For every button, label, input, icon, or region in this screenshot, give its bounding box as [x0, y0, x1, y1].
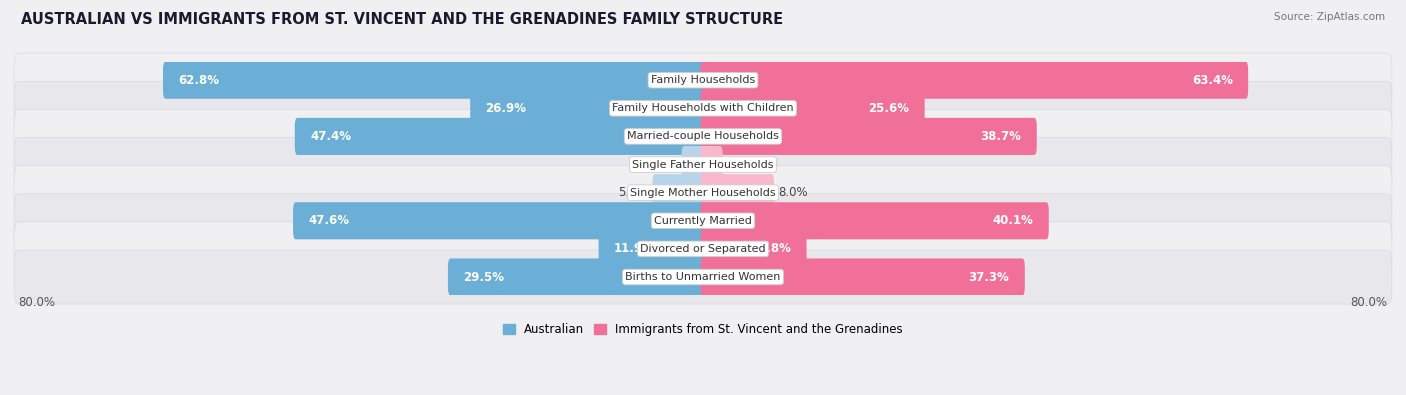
FancyBboxPatch shape [14, 250, 1392, 304]
FancyBboxPatch shape [295, 118, 706, 155]
Text: Single Mother Households: Single Mother Households [630, 188, 776, 198]
Text: 5.6%: 5.6% [619, 186, 648, 199]
Text: 62.8%: 62.8% [179, 74, 219, 87]
FancyBboxPatch shape [14, 166, 1392, 220]
Text: Married-couple Households: Married-couple Households [627, 132, 779, 141]
Text: AUSTRALIAN VS IMMIGRANTS FROM ST. VINCENT AND THE GRENADINES FAMILY STRUCTURE: AUSTRALIAN VS IMMIGRANTS FROM ST. VINCEN… [21, 12, 783, 27]
FancyBboxPatch shape [163, 62, 706, 99]
Text: 11.9%: 11.9% [614, 243, 655, 256]
FancyBboxPatch shape [292, 202, 706, 239]
FancyBboxPatch shape [14, 137, 1392, 192]
Text: Divorced or Separated: Divorced or Separated [640, 244, 766, 254]
Text: 47.4%: 47.4% [311, 130, 352, 143]
Text: 63.4%: 63.4% [1192, 74, 1233, 87]
FancyBboxPatch shape [14, 81, 1392, 135]
Text: Source: ZipAtlas.com: Source: ZipAtlas.com [1274, 12, 1385, 22]
FancyBboxPatch shape [682, 146, 706, 183]
Text: Family Households with Children: Family Households with Children [612, 103, 794, 113]
Text: 29.5%: 29.5% [464, 271, 505, 284]
Text: 2.0%: 2.0% [727, 158, 756, 171]
FancyBboxPatch shape [700, 90, 925, 127]
Text: Births to Unmarried Women: Births to Unmarried Women [626, 272, 780, 282]
FancyBboxPatch shape [700, 174, 775, 211]
FancyBboxPatch shape [449, 258, 706, 295]
Text: 40.1%: 40.1% [993, 214, 1033, 227]
FancyBboxPatch shape [700, 62, 1249, 99]
Text: Family Households: Family Households [651, 75, 755, 85]
FancyBboxPatch shape [700, 258, 1025, 295]
Text: 80.0%: 80.0% [1351, 296, 1388, 309]
FancyBboxPatch shape [470, 90, 706, 127]
Legend: Australian, Immigrants from St. Vincent and the Grenadines: Australian, Immigrants from St. Vincent … [499, 318, 907, 341]
Text: 8.0%: 8.0% [779, 186, 808, 199]
Text: 11.8%: 11.8% [751, 243, 792, 256]
Text: 2.2%: 2.2% [647, 158, 678, 171]
FancyBboxPatch shape [700, 202, 1049, 239]
Text: 80.0%: 80.0% [18, 296, 55, 309]
Text: Currently Married: Currently Married [654, 216, 752, 226]
FancyBboxPatch shape [14, 194, 1392, 248]
FancyBboxPatch shape [652, 174, 706, 211]
FancyBboxPatch shape [599, 230, 706, 267]
Text: 25.6%: 25.6% [869, 102, 910, 115]
FancyBboxPatch shape [14, 53, 1392, 107]
FancyBboxPatch shape [700, 230, 807, 267]
Text: 38.7%: 38.7% [980, 130, 1021, 143]
FancyBboxPatch shape [700, 118, 1036, 155]
Text: Single Father Households: Single Father Households [633, 160, 773, 169]
FancyBboxPatch shape [700, 146, 723, 183]
FancyBboxPatch shape [14, 109, 1392, 164]
Text: 37.3%: 37.3% [969, 271, 1010, 284]
Text: 47.6%: 47.6% [308, 214, 350, 227]
FancyBboxPatch shape [14, 222, 1392, 276]
Text: 26.9%: 26.9% [485, 102, 527, 115]
